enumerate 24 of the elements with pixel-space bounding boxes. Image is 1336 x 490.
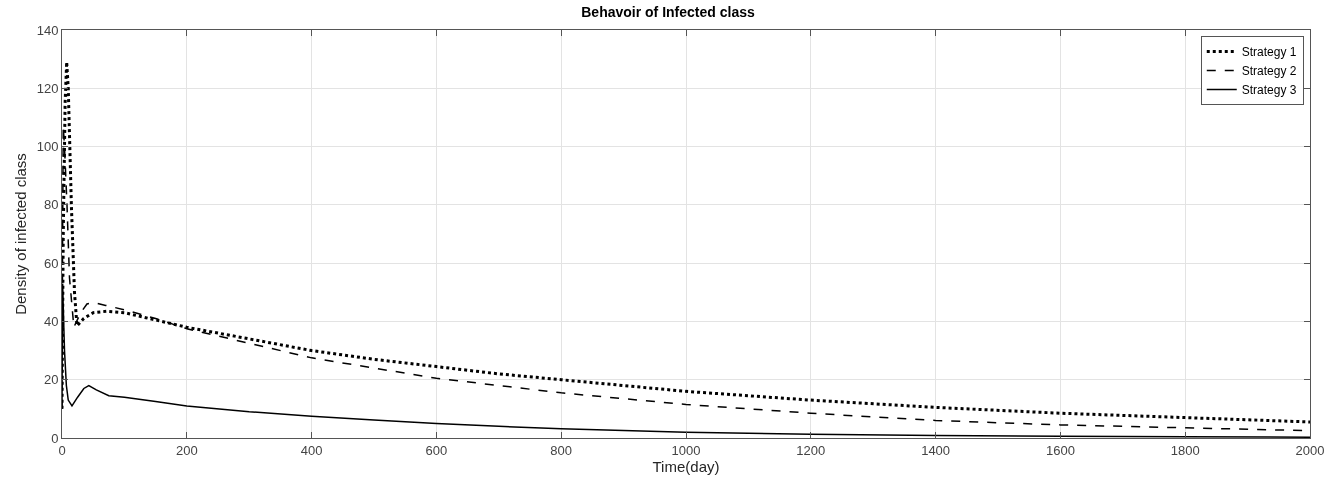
- y-tick-label: 40: [43, 313, 59, 329]
- x-tick-label: 2000: [1295, 442, 1325, 458]
- x-tick-label: 200: [175, 442, 198, 458]
- y-tick-label: 140: [36, 22, 59, 38]
- x-tick-label: 1600: [1045, 442, 1075, 458]
- legend-label: Strategy 3: [1241, 83, 1297, 98]
- y-tick-label: 120: [36, 80, 59, 96]
- x-axis-title: Time(day): [652, 457, 720, 475]
- x-tick-label: 600: [425, 442, 448, 458]
- y-tick-label: 60: [43, 255, 59, 271]
- x-tick-label: 1800: [1170, 442, 1200, 458]
- x-tick-label: 800: [550, 442, 573, 458]
- x-tick-label: 400: [300, 442, 323, 458]
- y-tick-label: 100: [36, 139, 59, 155]
- legend-label: Strategy 2: [1241, 64, 1297, 79]
- y-axis-title: Density of infected class: [11, 153, 29, 315]
- y-tick-label: 0: [51, 430, 59, 446]
- legend-label: Strategy 1: [1241, 45, 1297, 60]
- chart-title: Behavoir of Infected class: [581, 4, 755, 21]
- y-tick-label: 20: [43, 372, 59, 388]
- x-tick-label: 1400: [921, 442, 951, 458]
- x-tick-label: 1000: [671, 442, 701, 458]
- x-tick-label: 1200: [796, 442, 826, 458]
- y-tick-label: 80: [43, 197, 59, 213]
